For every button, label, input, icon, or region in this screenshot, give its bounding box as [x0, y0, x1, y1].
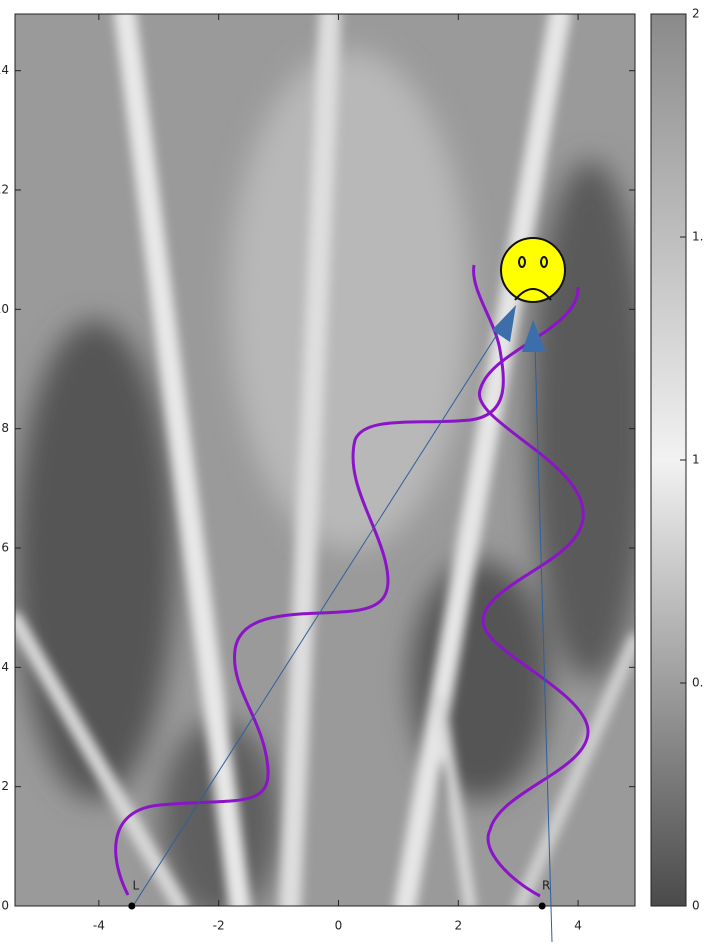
arrow-line	[534, 344, 553, 943]
colorbar-tick-label: 2	[692, 7, 700, 21]
right-path	[478, 286, 590, 898]
left-path	[114, 264, 505, 896]
sad-face	[500, 237, 566, 303]
colorbar-tick-label: 0	[692, 899, 700, 913]
y-tick-label: 4	[1, 660, 9, 674]
x-tick-label: -4	[93, 919, 105, 933]
arrow-head	[492, 305, 516, 342]
colorbar-tick-label: 1	[692, 453, 700, 467]
point	[128, 902, 136, 910]
y-tick-label: 12	[0, 183, 9, 197]
y-tick-label: 6	[1, 541, 9, 555]
x-tick-label: 0	[335, 919, 343, 933]
point-label: L	[132, 879, 139, 893]
colorbar-tick-label: 0.	[692, 676, 703, 690]
point-label: R	[542, 879, 550, 893]
arrow-head	[522, 320, 546, 352]
plot-frame	[14, 13, 636, 907]
x-tick-label: 2	[454, 919, 462, 933]
x-tick-label: 4	[574, 919, 582, 933]
arrow-line	[132, 324, 504, 907]
y-tick-label: 8	[1, 421, 9, 435]
y-tick-label: 2	[1, 779, 9, 793]
y-tick-label: 14	[0, 63, 9, 77]
point	[538, 902, 546, 910]
colorbar-tick-label: 1.	[692, 230, 703, 244]
y-tick-label: 10	[0, 302, 9, 316]
x-tick-label: -2	[213, 919, 225, 933]
y-tick-label: 0	[1, 899, 9, 913]
